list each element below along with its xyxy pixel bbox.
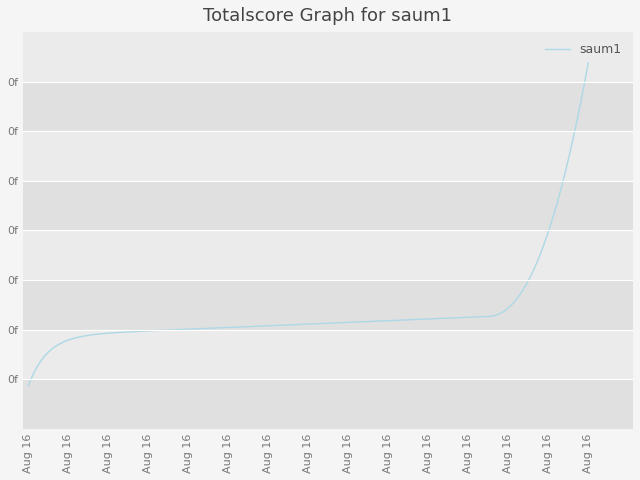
Line: saum1: saum1	[28, 63, 588, 386]
Legend: saum1: saum1	[540, 38, 627, 61]
Bar	[23, 280, 633, 330]
saum1	[291, 322, 298, 327]
Bar	[23, 82, 633, 131]
saum1	[328, 320, 335, 326]
saum1	[483, 314, 491, 320]
Bar	[23, 230, 633, 280]
Bar	[23, 330, 633, 379]
saum1	[584, 60, 592, 66]
Bar	[23, 32, 633, 82]
Bar	[23, 181, 633, 230]
Title: Totalscore Graph for saum1: Totalscore Graph for saum1	[204, 7, 452, 25]
saum1	[294, 322, 301, 327]
Bar	[23, 131, 633, 181]
Bar	[23, 379, 633, 429]
saum1	[358, 319, 365, 325]
saum1	[571, 128, 579, 134]
saum1	[24, 383, 32, 389]
